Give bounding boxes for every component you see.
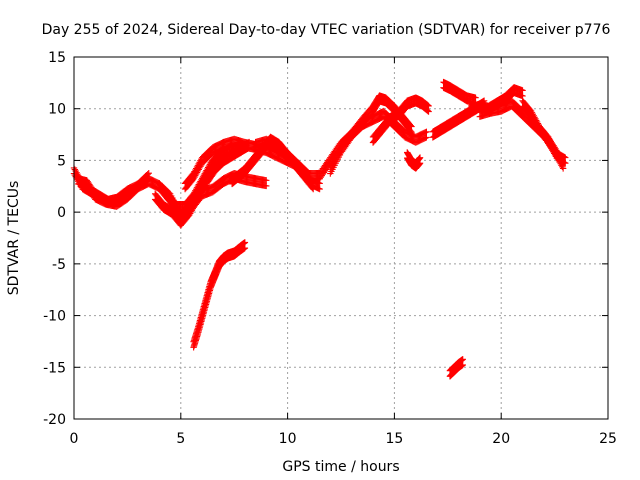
x-tick-label: 20 <box>492 431 510 447</box>
series-arc-l <box>404 149 424 172</box>
y-tick-label: 10 <box>48 102 66 118</box>
y-tick-label: 0 <box>57 205 66 221</box>
x-tick-label: 10 <box>279 431 297 447</box>
data-point <box>425 102 432 110</box>
series-arc-p <box>468 84 526 115</box>
y-tick-label: -20 <box>43 412 66 428</box>
series-arc-k <box>369 94 432 146</box>
data-point <box>145 175 152 182</box>
y-tick-label: -5 <box>52 257 66 273</box>
y-axis-label: SDTVAR / TECUs <box>6 181 22 296</box>
data-point <box>144 170 151 178</box>
chart-title: Day 255 of 2024, Sidereal Day-to-day VTE… <box>42 22 611 38</box>
x-tick-label: 0 <box>70 431 79 447</box>
data-points <box>70 78 569 380</box>
data-point <box>241 239 249 246</box>
data-point <box>407 122 414 129</box>
series-arc-r <box>446 356 466 380</box>
data-point <box>559 165 567 172</box>
data-point <box>562 154 569 161</box>
y-tick-labels: -20 -15 -10 -5 0 5 10 15 <box>43 50 66 428</box>
data-point <box>145 169 152 177</box>
y-tick-label: 5 <box>57 153 66 169</box>
data-point <box>472 94 479 101</box>
data-point <box>144 176 151 183</box>
data-point <box>562 160 569 167</box>
series-arc-q <box>519 97 569 167</box>
data-point <box>408 129 415 136</box>
data-point <box>316 185 323 193</box>
x-tick-label: 25 <box>599 431 617 447</box>
data-point <box>459 356 466 363</box>
data-point <box>416 160 424 167</box>
data-point <box>459 361 466 369</box>
data-point <box>263 182 270 190</box>
plot-frame <box>73 56 609 420</box>
series-arc-m <box>429 97 488 141</box>
axis-ticks <box>73 56 609 420</box>
series-arc-b <box>75 169 152 210</box>
data-point <box>408 123 415 130</box>
y-tick-label: 15 <box>48 50 66 66</box>
series-arc-h <box>190 239 249 351</box>
x-tick-label: 5 <box>176 431 185 447</box>
y-tick-label: -10 <box>43 309 66 325</box>
data-point <box>423 128 430 135</box>
x-tick-label: 15 <box>385 431 403 447</box>
data-point <box>407 127 414 135</box>
x-axis-label: GPS time / hours <box>282 459 399 475</box>
y-tick-label: -15 <box>43 360 66 376</box>
data-point <box>241 244 249 252</box>
data-point <box>425 108 432 115</box>
data-point <box>519 87 526 94</box>
series-arc-g <box>252 135 323 193</box>
x-tick-labels: 0 5 10 15 20 25 <box>70 431 617 447</box>
data-point <box>263 177 270 184</box>
data-point <box>416 154 424 161</box>
data-point <box>423 134 430 141</box>
